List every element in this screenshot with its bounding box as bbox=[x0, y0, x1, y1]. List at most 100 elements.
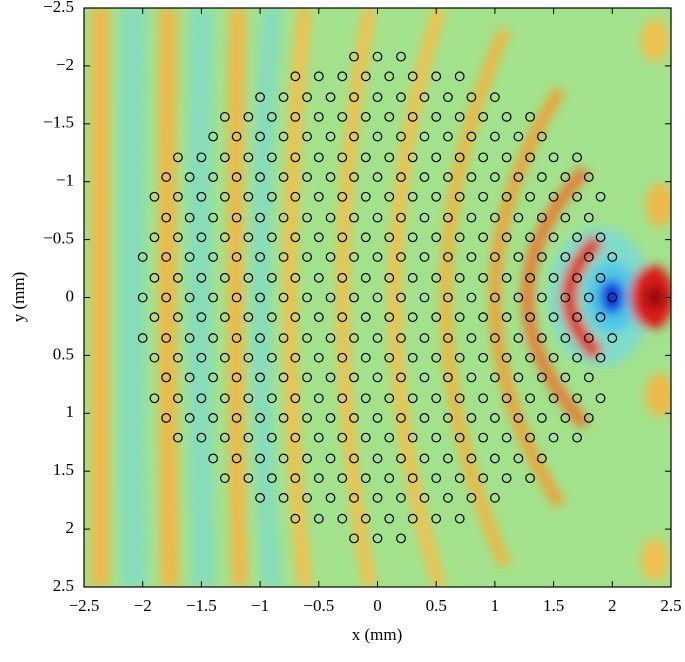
scatterer bbox=[431, 191, 442, 202]
scatterer bbox=[266, 272, 277, 283]
scatterer bbox=[161, 292, 172, 303]
scatterer bbox=[349, 533, 359, 544]
scatterer bbox=[231, 413, 242, 423]
scatterer bbox=[302, 333, 312, 343]
scatterer bbox=[184, 172, 195, 182]
scatterer bbox=[372, 212, 383, 223]
scatterer bbox=[255, 292, 266, 303]
scatterer bbox=[384, 393, 395, 404]
scatterer bbox=[325, 372, 336, 383]
scatterer bbox=[443, 292, 453, 303]
scatterer bbox=[478, 432, 489, 443]
scatterer bbox=[349, 92, 359, 103]
scatterer bbox=[255, 453, 266, 464]
scatterer bbox=[231, 172, 242, 182]
scatterer bbox=[243, 111, 254, 122]
scatterer bbox=[513, 131, 524, 142]
scatterer bbox=[525, 432, 536, 443]
scatterer bbox=[196, 393, 207, 404]
scatterer bbox=[501, 232, 512, 243]
scatterer bbox=[231, 372, 242, 383]
scatterer bbox=[208, 252, 219, 262]
scatterer bbox=[419, 492, 430, 503]
scatterer bbox=[490, 212, 500, 223]
scatterer bbox=[196, 312, 207, 323]
scatterer bbox=[407, 513, 418, 524]
scatterer bbox=[431, 473, 442, 484]
scatterer bbox=[349, 51, 359, 62]
x-tick-label: −2 bbox=[134, 596, 152, 615]
scatterer bbox=[137, 252, 148, 262]
scatterer bbox=[419, 212, 430, 223]
scatterer bbox=[266, 312, 277, 323]
scatterer bbox=[525, 473, 536, 484]
scatterer bbox=[173, 432, 183, 443]
scatterer bbox=[536, 212, 547, 223]
scatterer bbox=[161, 212, 172, 223]
scatterer bbox=[384, 152, 395, 163]
scatterer bbox=[513, 413, 524, 423]
scatterer bbox=[208, 172, 219, 182]
scatterer bbox=[173, 272, 183, 283]
scatterer bbox=[255, 212, 266, 223]
y-tick-label: 0.5 bbox=[53, 344, 74, 363]
scatterer bbox=[149, 272, 160, 283]
scatterer bbox=[255, 172, 266, 182]
scatterer bbox=[360, 473, 371, 484]
field-bands bbox=[90, 8, 671, 587]
scatterer bbox=[583, 252, 594, 262]
scatterer bbox=[161, 252, 172, 262]
scatterer bbox=[360, 312, 371, 323]
x-tick-label: 0.5 bbox=[426, 596, 447, 615]
scatterer bbox=[325, 212, 336, 223]
scatterer bbox=[349, 492, 359, 503]
scatterer bbox=[196, 191, 207, 202]
scatterer bbox=[231, 333, 242, 343]
scatterer bbox=[583, 172, 594, 182]
scatterer bbox=[478, 111, 489, 122]
scatterer bbox=[372, 492, 383, 503]
scatterer bbox=[313, 393, 324, 404]
scatterer bbox=[231, 131, 242, 142]
scatterer bbox=[560, 252, 571, 262]
y-axis-label: y (mm) bbox=[9, 272, 28, 323]
scatterer bbox=[266, 432, 277, 443]
scatterer bbox=[243, 473, 254, 484]
y-tick-label: 1 bbox=[66, 402, 75, 421]
scatterer bbox=[325, 453, 336, 464]
scatterer bbox=[372, 372, 383, 383]
scatterer bbox=[501, 191, 512, 202]
scatterer bbox=[536, 333, 547, 343]
scatterer bbox=[231, 252, 242, 262]
scatterer bbox=[372, 333, 383, 343]
scatterer bbox=[184, 413, 195, 423]
scatterer bbox=[525, 232, 536, 243]
scatterer bbox=[255, 333, 266, 343]
scatterer bbox=[208, 131, 219, 142]
scatterer bbox=[396, 131, 406, 142]
scatterer bbox=[478, 473, 489, 484]
scatterer bbox=[173, 312, 183, 323]
scatterer bbox=[290, 152, 301, 163]
scatterer bbox=[572, 352, 582, 363]
scatterer bbox=[478, 191, 489, 202]
scatterer bbox=[454, 191, 465, 202]
scatterer bbox=[466, 492, 477, 503]
scatterer bbox=[536, 131, 547, 142]
scatterer bbox=[396, 51, 406, 62]
scatterer bbox=[360, 432, 371, 443]
scatterer bbox=[349, 333, 359, 343]
scatterer bbox=[407, 432, 418, 443]
scatterer bbox=[313, 191, 324, 202]
scatterer bbox=[149, 191, 160, 202]
scatterer bbox=[384, 352, 395, 363]
scatterer bbox=[290, 71, 301, 82]
scatterer bbox=[407, 152, 418, 163]
scatterer bbox=[161, 413, 172, 423]
scatterer bbox=[478, 393, 489, 404]
scatterer bbox=[219, 111, 230, 122]
scatterer bbox=[208, 453, 219, 464]
scatterer bbox=[548, 352, 559, 363]
scatterer bbox=[219, 352, 230, 363]
scatterer bbox=[255, 492, 266, 503]
